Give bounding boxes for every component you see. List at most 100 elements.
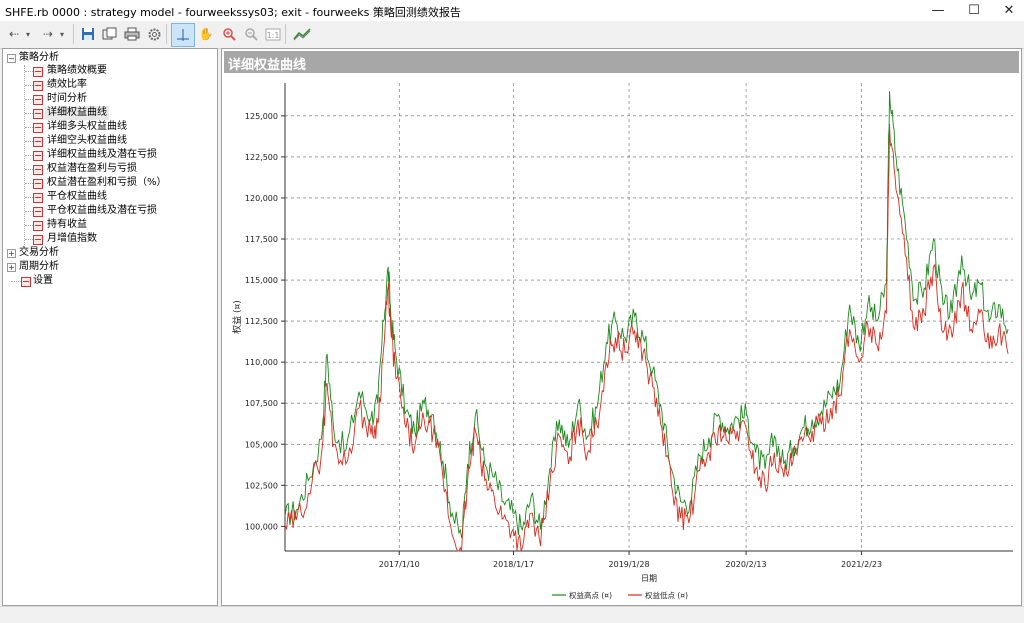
tree-row[interactable]: 持有收益 [3, 218, 213, 232]
tree-row[interactable]: 权益潜在盈利和亏损（%） [3, 176, 213, 190]
tree-row[interactable]: + 周期分析 [3, 260, 213, 274]
y-tick-label: 117,500 [245, 235, 278, 244]
tree-row[interactable]: 权益潜在盈利与亏损 [3, 162, 213, 176]
report-icon [33, 81, 43, 91]
tree-root-label[interactable]: 周期分析 [19, 261, 59, 272]
tree-guide-line [25, 113, 33, 114]
zoom-out-icon[interactable] [241, 24, 261, 44]
tree-item-label[interactable]: 月增值指数 [47, 233, 97, 244]
tree-item-label[interactable]: 设置 [33, 275, 53, 286]
y-tick-label: 115,000 [245, 276, 278, 285]
back-icon[interactable]: ⇠ [8, 27, 20, 41]
equity-chart[interactable]: 100,000 102,500 105,000 107,500 110,000 112,5… [222, 75, 1021, 605]
dropdown-icon[interactable]: ▾ [25, 29, 30, 39]
forward-icon[interactable]: ⇢ [42, 27, 54, 41]
tree-item-label[interactable]: 时间分析 [47, 93, 87, 104]
collapse-icon[interactable]: − [7, 54, 16, 63]
report-icon [33, 67, 43, 77]
tree-item-label[interactable]: 绩效比率 [47, 79, 87, 90]
tree-row[interactable]: 平仓权益曲线及潜在亏损 [3, 204, 213, 218]
settings-report-icon [21, 277, 31, 287]
maximize-button[interactable]: ☐ [968, 3, 980, 18]
save-icon[interactable] [78, 24, 98, 44]
expand-icon[interactable]: + [7, 263, 16, 272]
zoom-in-icon[interactable] [219, 24, 239, 44]
report-icon [33, 95, 43, 105]
tree-guide-line [25, 155, 33, 156]
legend-label: 权益高点 (¤) [569, 590, 612, 600]
toolbar-separator [73, 24, 74, 44]
tree-item-label[interactable]: 平仓权益曲线 [47, 191, 107, 202]
panel-header: 详细权益曲线 [224, 51, 1019, 73]
legend-label: 权益低点 (¤) [645, 590, 688, 600]
tree-item-label[interactable]: 详细多头权益曲线 [47, 121, 127, 132]
chart-panel: 详细权益曲线 100,000 102,500 105,000 107,500 110,0… [221, 48, 1022, 606]
copy-icon[interactable] [100, 24, 120, 44]
tree-item-label[interactable]: 策略绩效概要 [47, 65, 107, 76]
tree-root-label[interactable]: 交易分析 [19, 247, 59, 258]
tree-row[interactable]: 详细权益曲线 [3, 106, 213, 120]
x-tick-label: 2018/1/17 [493, 560, 534, 569]
y-tick-label: 102,500 [245, 481, 278, 490]
report-icon [33, 221, 43, 231]
y-tick-label: 120,000 [245, 194, 278, 203]
tree-guide-line [11, 281, 21, 282]
y-tick-label: 112,500 [245, 317, 278, 326]
report-icon [33, 179, 43, 189]
tree-row[interactable]: − 策略分析 [3, 51, 213, 65]
settings-icon[interactable] [144, 24, 164, 44]
crosshair-icon[interactable] [171, 23, 195, 47]
tree-guide-line [25, 141, 33, 142]
tree-row[interactable]: 详细多头权益曲线 [3, 120, 213, 134]
y-tick-label: 122,500 [245, 153, 278, 162]
tree-item-label[interactable]: 持有收益 [47, 219, 87, 230]
tree-row[interactable]: 平仓权益曲线 [3, 190, 213, 204]
report-icon [33, 151, 43, 161]
pan-hand-icon[interactable]: ✋ [198, 27, 214, 41]
tree-item-label[interactable]: 详细空头权益曲线 [47, 135, 127, 146]
report-icon [33, 123, 43, 133]
tree-guide-line [25, 85, 33, 86]
report-icon [33, 109, 43, 119]
tree-item-label[interactable]: 详细权益曲线 [45, 106, 109, 120]
tree-item-label[interactable]: 详细权益曲线及潜在亏损 [47, 149, 157, 160]
minimize-button[interactable]: — [931, 3, 945, 18]
tree-row[interactable]: + 交易分析 [3, 246, 213, 260]
tree-row[interactable]: 详细权益曲线及潜在亏损 [3, 148, 213, 162]
report-icon [33, 193, 43, 203]
tree-guide-line [25, 99, 33, 100]
y-tick-label: 107,500 [245, 399, 278, 408]
tree-guide-line [25, 127, 33, 128]
svg-text:1:1: 1:1 [267, 31, 280, 40]
navigation-tree: − 策略分析 策略绩效概要 绩效比率 时间分析 详细权益曲线 详细多头权益曲线 详细空头权益曲… [2, 48, 218, 606]
tree-row[interactable]: 绩效比率 [3, 78, 213, 92]
y-tick-label: 125,000 [245, 112, 278, 121]
tree-guide-line [24, 65, 25, 247]
zoom-fit-icon[interactable]: 1:1 [263, 24, 283, 44]
y-tick-label: 100,000 [245, 522, 278, 531]
toolbar-separator [166, 24, 167, 44]
x-axis-label: 日期 [641, 574, 657, 583]
report-icon [33, 207, 43, 217]
print-icon[interactable] [122, 24, 142, 44]
tree-item-label[interactable]: 权益潜在盈利与亏损 [47, 163, 137, 174]
tree-row[interactable]: 设置 [3, 274, 213, 288]
tree-root-label[interactable]: 策略分析 [19, 52, 59, 63]
tree-item-label[interactable]: 平仓权益曲线及潜在亏损 [47, 205, 157, 216]
toolbar: ⇠ ▾ ⇢ ▾ ✋ 1:1 [0, 21, 1024, 49]
chart-style-icon[interactable] [291, 24, 313, 44]
tree-item-label[interactable]: 权益潜在盈利和亏损（%） [47, 177, 167, 188]
dropdown-icon[interactable]: ▾ [59, 29, 64, 39]
tree-row[interactable]: 时间分析 [3, 92, 213, 106]
tree-guide-line [25, 225, 33, 226]
expand-icon[interactable]: + [7, 249, 16, 258]
close-button[interactable]: ✕ [1003, 3, 1015, 18]
tree-guide-line [25, 239, 33, 240]
tree-guide-line [25, 183, 33, 184]
tree-row[interactable]: 策略绩效概要 [3, 64, 213, 78]
tree-row[interactable]: 详细空头权益曲线 [3, 134, 213, 148]
x-tick-label: 2017/1/10 [379, 560, 420, 569]
tree-guide-line [25, 197, 33, 198]
tree-row[interactable]: 月增值指数 [3, 232, 213, 246]
title-bar: SHFE.rb 0000 : strategy model - fourweek… [0, 0, 1024, 21]
